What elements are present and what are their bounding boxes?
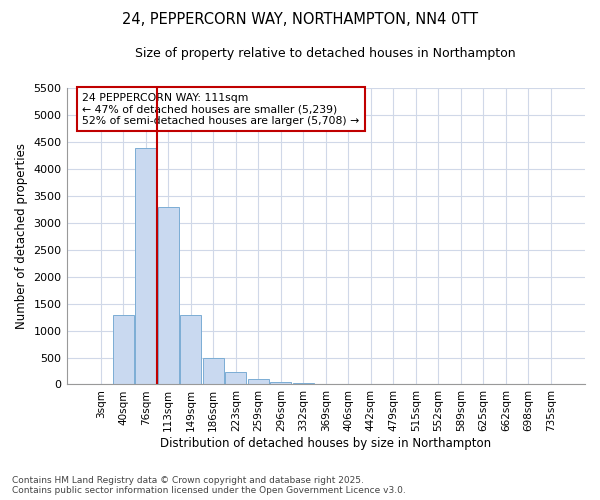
Bar <box>113 316 134 384</box>
X-axis label: Distribution of detached houses by size in Northampton: Distribution of detached houses by size … <box>160 437 491 450</box>
Bar <box>225 372 247 384</box>
Bar <box>248 379 269 384</box>
Bar <box>180 316 202 384</box>
Text: 24, PEPPERCORN WAY, NORTHAMPTON, NN4 0TT: 24, PEPPERCORN WAY, NORTHAMPTON, NN4 0TT <box>122 12 478 28</box>
Y-axis label: Number of detached properties: Number of detached properties <box>15 144 28 330</box>
Bar <box>158 206 179 384</box>
Text: Contains HM Land Registry data © Crown copyright and database right 2025.
Contai: Contains HM Land Registry data © Crown c… <box>12 476 406 495</box>
Bar <box>270 382 292 384</box>
Bar <box>135 148 157 384</box>
Bar <box>203 358 224 384</box>
Title: Size of property relative to detached houses in Northampton: Size of property relative to detached ho… <box>136 48 516 60</box>
Text: 24 PEPPERCORN WAY: 111sqm
← 47% of detached houses are smaller (5,239)
52% of se: 24 PEPPERCORN WAY: 111sqm ← 47% of detac… <box>82 92 359 126</box>
